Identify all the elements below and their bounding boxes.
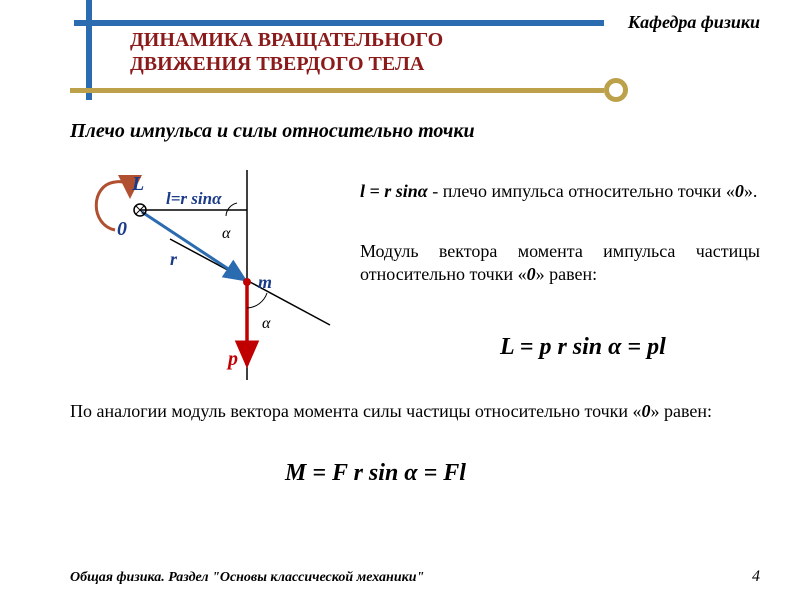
- title-line-2: ДВИЖЕНИЯ ТВЕРДОГО ТЕЛА: [130, 53, 424, 75]
- formula-L: L = p r sin α = pl: [500, 334, 666, 361]
- def-zero: 0: [735, 181, 744, 201]
- label-alpha-1: α: [222, 225, 231, 242]
- subtitle: Плечо импульса и силы относительно точки: [70, 120, 475, 143]
- label-p: p: [226, 348, 238, 370]
- label-alpha-2: α: [262, 315, 271, 332]
- slide-title: ДИНАМИКА ВРАЩАТЕЛЬНОГО ДВИЖЕНИЯ ТВЕРДОГО…: [130, 28, 443, 76]
- title-bar-underline: [70, 88, 604, 93]
- label-m: m: [258, 272, 272, 292]
- def-suffix: - плечо импульса относительно точки «: [428, 181, 735, 201]
- modulus-text: Модуль вектора момента импульса частицы …: [360, 240, 760, 287]
- moment-diagram: L 0 l=r sinα r α α m p: [70, 160, 350, 390]
- mod-zero: 0: [527, 264, 536, 284]
- definition-text: l = r sinα - плечо импульса относительно…: [360, 180, 760, 203]
- page-number: 4: [752, 568, 760, 586]
- footer-text: Общая физика. Раздел "Основы классическо…: [70, 570, 424, 586]
- def-end: ».: [744, 181, 758, 201]
- department-label: Кафедра физики: [628, 12, 760, 33]
- mod-text-2: » равен:: [536, 264, 598, 284]
- analogy-1: По аналогии модуль вектора момента силы …: [70, 401, 642, 421]
- label-L: L: [131, 173, 144, 195]
- title-bar-top: [74, 20, 604, 26]
- analogy-zero: 0: [642, 401, 651, 421]
- analogy-text: По аналогии модуль вектора момента силы …: [70, 400, 760, 423]
- title-line-1: ДИНАМИКА ВРАЩАТЕЛЬНОГО: [130, 29, 443, 51]
- label-l-eq: l=r sinα: [166, 189, 222, 208]
- title-dot: [604, 78, 628, 102]
- label-r: r: [170, 249, 178, 269]
- label-zero: 0: [117, 218, 127, 240]
- analogy-2: » равен:: [651, 401, 713, 421]
- title-bar-left: [86, 0, 92, 100]
- def-formula: l = r sinα: [360, 181, 428, 201]
- formula-M: M = F r sin α = Fl: [285, 460, 466, 487]
